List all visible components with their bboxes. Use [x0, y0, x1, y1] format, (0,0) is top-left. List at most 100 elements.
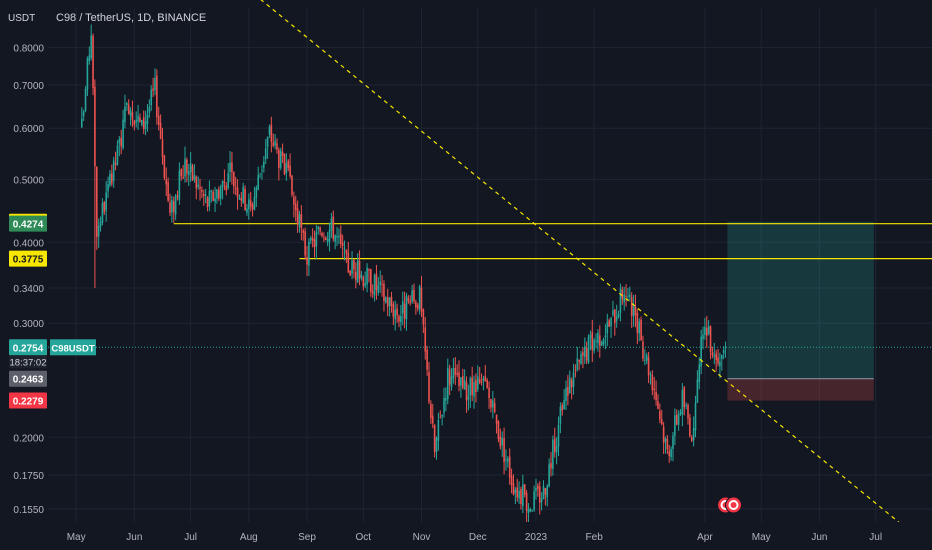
- candle: [368, 268, 370, 283]
- candle: [685, 402, 687, 410]
- candle: [338, 228, 340, 244]
- candle: [604, 324, 607, 350]
- svg-text:0.2279: 0.2279: [13, 397, 44, 408]
- candle: [120, 129, 122, 155]
- candle: [559, 402, 562, 434]
- candle: [707, 320, 710, 336]
- candle: [585, 341, 588, 365]
- candle: [490, 398, 492, 413]
- candle: [118, 136, 121, 157]
- candle: [478, 366, 481, 385]
- candle: [362, 275, 365, 291]
- candle: [657, 394, 659, 410]
- candle: [109, 170, 111, 188]
- price-tick-label: 0.5000: [13, 176, 44, 187]
- candle: [407, 295, 410, 304]
- candle: [689, 413, 691, 438]
- candle: [403, 291, 406, 329]
- candle: [568, 370, 571, 394]
- candle: [612, 300, 614, 317]
- candle: [690, 435, 693, 443]
- candle: [341, 234, 344, 258]
- candle: [244, 185, 246, 211]
- candle: [135, 111, 138, 128]
- candle: [366, 263, 368, 293]
- trendline-tool[interactable]: [236, 0, 932, 550]
- candle: [627, 287, 629, 301]
- candle: [469, 376, 472, 409]
- position-profit-zone[interactable]: [727, 221, 874, 379]
- candle: [512, 474, 515, 496]
- candle: [644, 349, 646, 366]
- event-markers[interactable]: [717, 496, 743, 514]
- candle: [428, 362, 430, 405]
- candle: [589, 330, 592, 351]
- price-tick-label: 0.1750: [13, 471, 44, 482]
- candle: [482, 375, 485, 391]
- time-tick-label: Jul: [869, 532, 882, 543]
- candle: [386, 288, 389, 317]
- candle: [394, 300, 397, 331]
- candle: [698, 357, 701, 390]
- candle: [242, 182, 244, 204]
- candle: [557, 416, 560, 457]
- candle: [617, 310, 620, 319]
- candle: [435, 436, 438, 460]
- candle: [313, 230, 316, 258]
- candle: [178, 162, 181, 205]
- candle: [144, 110, 147, 136]
- candle: [713, 342, 716, 365]
- candle: [266, 136, 269, 159]
- candle: [212, 189, 214, 201]
- price-axis[interactable]: 0.8000 0.7000 0.6000 0.5000 0.4000 0.3400 0.30…: [0, 0, 96, 550]
- position-loss-zone[interactable]: [727, 378, 874, 401]
- candle: [709, 325, 712, 360]
- earnings-flag-icon[interactable]: [725, 496, 743, 514]
- dashed-trendline[interactable]: [236, 0, 932, 550]
- candle: [415, 299, 417, 315]
- candle: [377, 276, 380, 296]
- candle: [233, 171, 235, 194]
- time-tick-label: May: [752, 532, 771, 543]
- candle: [614, 309, 616, 336]
- candle: [165, 167, 168, 197]
- candle: [683, 386, 686, 416]
- candle: [238, 194, 241, 200]
- candle: [107, 176, 109, 198]
- candle: [330, 212, 333, 238]
- candle: [677, 410, 680, 431]
- symbol-tag: C98USDT: [50, 339, 96, 356]
- candle: [182, 164, 184, 180]
- candle: [210, 189, 213, 203]
- candle: [90, 24, 92, 61]
- candle: [450, 367, 453, 391]
- candle: [84, 86, 87, 113]
- candle: [381, 275, 383, 297]
- candle: [163, 154, 166, 181]
- candle: [169, 193, 171, 217]
- candle: [339, 225, 342, 249]
- candle: [591, 319, 594, 363]
- candle: [343, 240, 346, 261]
- svg-text:0.4274: 0.4274: [13, 220, 44, 231]
- time-axis[interactable]: May Jun Jul Aug Sep Oct Nov Dec 2023 Feb Apr May Jun…: [0, 522, 932, 550]
- candle: [409, 295, 412, 306]
- candle: [702, 326, 704, 350]
- candle: [565, 380, 567, 411]
- candle: [283, 153, 286, 176]
- candle: [720, 354, 723, 371]
- candle: [161, 127, 164, 165]
- candle: [193, 164, 196, 183]
- price-label-tag: 0.2463: [9, 370, 47, 387]
- candle: [289, 153, 291, 179]
- candle: [724, 341, 727, 358]
- candle: [587, 334, 590, 364]
- candle: [552, 435, 554, 476]
- long-position-tool[interactable]: [727, 221, 874, 401]
- candle: [460, 376, 462, 398]
- candle: [608, 318, 610, 328]
- candle: [401, 291, 404, 326]
- candle: [505, 449, 507, 471]
- candle: [379, 270, 382, 293]
